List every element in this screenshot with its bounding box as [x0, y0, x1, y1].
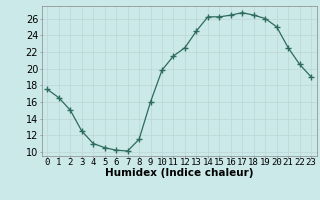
X-axis label: Humidex (Indice chaleur): Humidex (Indice chaleur) — [105, 168, 253, 178]
